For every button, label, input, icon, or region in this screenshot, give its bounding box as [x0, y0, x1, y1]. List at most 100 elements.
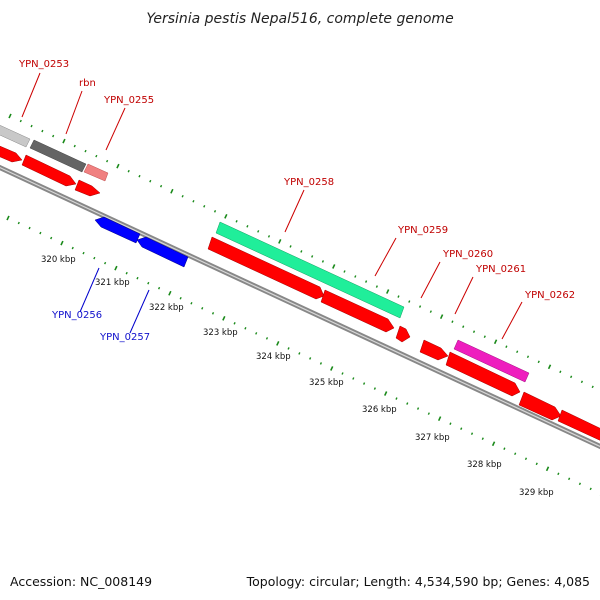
tick-label: 326 kbp — [362, 405, 397, 415]
ring-dot — [170, 188, 174, 194]
ring-dot — [321, 260, 325, 263]
ring-dot — [589, 487, 592, 491]
ring-dot — [147, 281, 150, 285]
ring-dot — [535, 462, 538, 466]
gene-label: YPN_0255 — [103, 95, 154, 106]
ring-dot — [332, 264, 336, 269]
ring-dot — [491, 441, 496, 447]
ring-dot — [373, 387, 376, 390]
ring-dot — [352, 377, 355, 380]
ring-dot — [462, 325, 465, 328]
ring-dot — [116, 163, 120, 169]
gene-label: YPN_0258 — [283, 177, 334, 188]
gene-label: rbn — [79, 78, 96, 89]
ring-dot — [481, 437, 484, 440]
feature-arrow — [0, 125, 31, 148]
accession-text: Accession: NC_008149 — [10, 574, 152, 589]
feature-arrow — [320, 289, 395, 333]
feature-arrow — [419, 339, 449, 361]
ring-dot — [493, 339, 498, 345]
feature-arrow — [83, 163, 109, 182]
ring-dot — [375, 285, 378, 288]
tick-label: 323 kbp — [203, 328, 238, 338]
ring-dot — [255, 332, 258, 335]
tick-label: 328 kbp — [467, 460, 502, 470]
tick-label: 321 kbp — [95, 278, 130, 288]
feature-arrow — [29, 139, 87, 173]
ring-dot — [104, 261, 107, 265]
ring-dot — [524, 457, 528, 461]
ring-dot — [8, 113, 12, 119]
ring-dot — [6, 215, 10, 221]
ring-dot — [52, 134, 55, 138]
tick-label: 320 kbp — [41, 255, 76, 265]
ring-dot — [503, 447, 506, 451]
map-title: Yersinia pestis Nepal516, complete genom… — [146, 11, 453, 27]
ring-dot — [28, 226, 31, 230]
ring-dot — [213, 210, 217, 213]
tick-label: 322 kbp — [149, 303, 184, 313]
ring-dot — [114, 265, 118, 271]
ring-dot — [580, 380, 584, 384]
ring-dot — [50, 236, 53, 240]
ring-dot — [526, 355, 530, 359]
ring-dot — [201, 306, 204, 310]
ring-dot — [354, 275, 357, 278]
ring-dot — [559, 370, 562, 374]
ring-dot — [300, 250, 303, 253]
ring-dot — [472, 330, 476, 333]
ring-dot — [276, 341, 280, 346]
ring-dot — [397, 295, 400, 298]
ring-dot — [319, 362, 323, 365]
outer-dot-ring — [8, 113, 594, 389]
ring-dot — [39, 231, 42, 235]
ring-dot — [257, 230, 260, 233]
ring-dot — [73, 144, 76, 148]
feature-arrow — [94, 216, 141, 244]
feature-arrow — [0, 145, 23, 163]
ring-dot — [537, 360, 540, 364]
ring-dot — [19, 119, 22, 123]
ring-dot — [106, 159, 109, 163]
ring-dot — [406, 402, 409, 405]
ring-dot — [384, 391, 388, 396]
gene-label: YPN_0260 — [442, 249, 493, 260]
ring-dot — [211, 312, 215, 315]
ring-dot — [179, 296, 182, 300]
ring-dot — [547, 364, 552, 370]
ring-dot — [591, 385, 594, 389]
ring-dot — [470, 432, 474, 435]
ring-dot — [267, 235, 271, 238]
ring-dot — [408, 300, 411, 303]
gene-label: YPN_0257 — [99, 332, 150, 343]
ring-dot — [41, 129, 44, 133]
ring-dot — [570, 375, 573, 379]
leader-lines — [21, 72, 523, 340]
gene-label: YPN_0261 — [475, 264, 526, 275]
ring-dot — [84, 149, 87, 153]
ring-dot — [429, 310, 432, 313]
ring-dot — [149, 179, 152, 183]
ring-dot — [289, 245, 292, 248]
ring-dot — [62, 138, 66, 144]
ring-dot — [235, 220, 238, 223]
tick-label: 327 kbp — [415, 433, 450, 443]
ring-dot — [30, 124, 33, 128]
ring-dot — [483, 335, 486, 338]
tick-label: 324 kbp — [256, 352, 291, 362]
feature-arrow — [215, 221, 405, 319]
ring-dot — [514, 452, 517, 456]
ring-dot — [159, 184, 163, 188]
ring-dot — [505, 345, 508, 349]
ring-dot — [244, 327, 247, 330]
gene-label: YPN_0256 — [51, 310, 102, 321]
summary-text: Topology: circular; Length: 4,534,590 bp… — [246, 574, 590, 589]
ring-dot — [138, 174, 141, 178]
features — [0, 125, 600, 441]
ring-dot — [568, 477, 571, 481]
feature-arrow — [207, 236, 325, 300]
ring-dot — [578, 482, 582, 486]
ring-dot — [557, 472, 560, 476]
ring-dot — [416, 407, 420, 410]
